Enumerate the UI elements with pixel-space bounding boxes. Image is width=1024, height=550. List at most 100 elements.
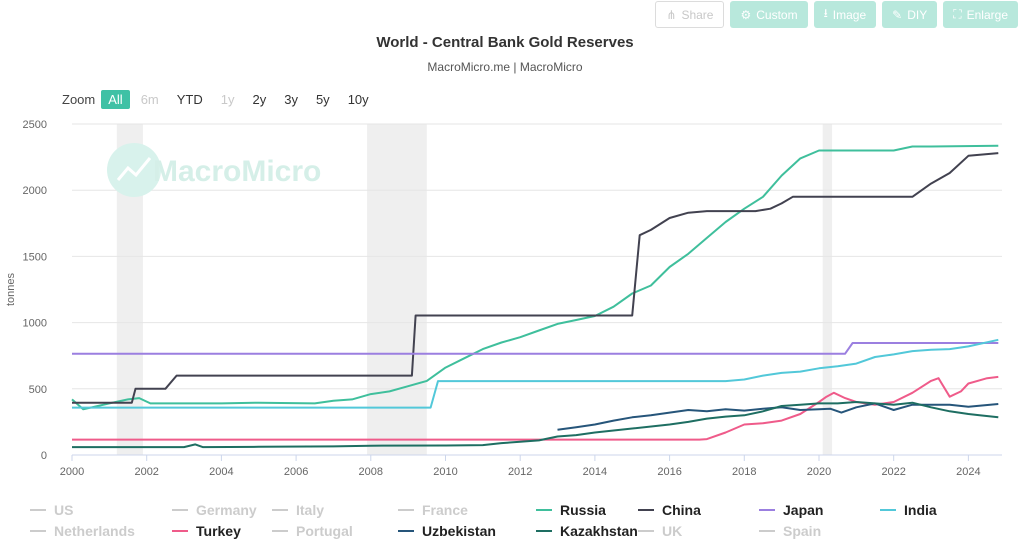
legend-swatch bbox=[172, 509, 188, 511]
legend-label: India bbox=[904, 502, 937, 518]
zoom-button-5y[interactable]: 5y bbox=[315, 92, 330, 107]
zoom-button-ytd[interactable]: YTD bbox=[176, 92, 203, 107]
image-button[interactable]: ⭳ Image bbox=[813, 1, 877, 28]
legend-label: US bbox=[54, 502, 74, 518]
legend-label: Kazakhstan bbox=[560, 523, 638, 539]
legend-label: Russia bbox=[560, 502, 606, 518]
zoom-button-10y[interactable]: 10y bbox=[347, 92, 369, 107]
gear-icon: ⚙ bbox=[740, 7, 752, 22]
legend-label: Spain bbox=[783, 523, 822, 539]
legend-item-spain[interactable]: Spain bbox=[759, 523, 821, 539]
series-line-india[interactable] bbox=[72, 338, 999, 409]
zoom-label: Zoom bbox=[62, 92, 96, 107]
legend-swatch bbox=[759, 530, 775, 532]
pencil-icon: ✎ bbox=[892, 7, 903, 22]
y-tick-label: 1000 bbox=[23, 318, 47, 330]
legend-label: France bbox=[422, 502, 468, 518]
legend-swatch bbox=[536, 509, 552, 511]
series-line-kazakhstan[interactable] bbox=[72, 401, 999, 449]
enlarge-button[interactable]: ⛶ Enlarge bbox=[943, 1, 1018, 28]
series-line-china[interactable] bbox=[72, 152, 999, 404]
x-tick-label: 2002 bbox=[134, 466, 158, 478]
x-tick-label: 2020 bbox=[807, 466, 831, 478]
y-tick-label: 2500 bbox=[23, 119, 47, 131]
x-tick-label: 2012 bbox=[508, 466, 532, 478]
zoom-button-1y: 1y bbox=[220, 92, 235, 107]
legend-label: Netherlands bbox=[54, 523, 135, 539]
zoom-button-3y[interactable]: 3y bbox=[284, 92, 298, 107]
legend-item-netherlands[interactable]: Netherlands bbox=[30, 523, 135, 539]
watermark-logo-icon bbox=[107, 143, 161, 197]
legend-item-italy[interactable]: Italy bbox=[272, 502, 324, 518]
legend-item-china[interactable]: China bbox=[638, 502, 701, 518]
series-line-uzbekistan[interactable] bbox=[557, 402, 999, 431]
watermark-text: MacroMicro bbox=[153, 155, 321, 188]
legend-swatch bbox=[536, 530, 552, 532]
legend-label: China bbox=[662, 502, 701, 518]
y-tick-label: 500 bbox=[29, 384, 47, 396]
legend-label: Italy bbox=[296, 502, 325, 518]
legend-label: Uzbekistan bbox=[422, 523, 496, 539]
legend-swatch bbox=[638, 509, 654, 511]
toolbar-button-label: Share bbox=[681, 7, 714, 22]
x-tick-label: 2024 bbox=[956, 466, 980, 478]
legend-item-russia[interactable]: Russia bbox=[536, 502, 606, 518]
recession-band bbox=[822, 124, 833, 455]
legend-swatch bbox=[759, 509, 775, 511]
zoom-selector: Zoom All 6m YTD 1y 2y 3y 5y 10y bbox=[62, 90, 380, 109]
series-line-japan[interactable] bbox=[72, 342, 999, 355]
legend-label: UK bbox=[662, 523, 683, 539]
share-icon: ⋔ bbox=[666, 7, 677, 22]
legend-label: Japan bbox=[783, 502, 824, 518]
x-tick-label: 2010 bbox=[433, 466, 457, 478]
chart-toolbar: ⋔ Share ⚙ Custom ⭳ Image ✎ DIY ⛶ Enlarge bbox=[655, 1, 1018, 28]
legend-item-turkey[interactable]: Turkey bbox=[172, 523, 241, 539]
y-tick-label: 0 bbox=[41, 450, 47, 462]
series-line-russia[interactable] bbox=[71, 144, 999, 411]
legend-label: Turkey bbox=[196, 523, 241, 539]
legend-item-france[interactable]: France bbox=[398, 502, 468, 518]
legend-swatch bbox=[880, 509, 896, 511]
x-tick-label: 2008 bbox=[359, 466, 383, 478]
watermark-chart-icon bbox=[116, 157, 152, 181]
x-tick-label: 2016 bbox=[657, 466, 681, 478]
legend-item-india[interactable]: India bbox=[880, 502, 937, 518]
legend-label: Portugal bbox=[296, 523, 353, 539]
y-tick-label: 1500 bbox=[23, 251, 47, 263]
legend-swatch bbox=[398, 530, 414, 532]
y-axis-label: tonnes bbox=[5, 272, 17, 306]
diy-button[interactable]: ✎ DIY bbox=[882, 1, 938, 28]
chart-title: World - Central Bank Gold Reserves bbox=[376, 34, 634, 51]
legend-item-portugal[interactable]: Portugal bbox=[272, 523, 353, 539]
chart-subtitle: MacroMicro.me | MacroMicro bbox=[427, 60, 583, 74]
legend-swatch bbox=[398, 509, 414, 511]
legend-item-kazakhstan[interactable]: Kazakhstan bbox=[536, 523, 638, 539]
legend-item-germany[interactable]: Germany bbox=[172, 502, 257, 518]
zoom-button-all[interactable]: All bbox=[101, 90, 130, 109]
custom-button[interactable]: ⚙ Custom bbox=[730, 1, 808, 28]
legend-swatch bbox=[272, 509, 288, 511]
recession-band bbox=[367, 124, 427, 455]
legend-swatch bbox=[30, 530, 46, 532]
legend-item-uk[interactable]: UK bbox=[638, 523, 682, 539]
x-tick-label: 2018 bbox=[732, 466, 756, 478]
y-tick-label: 2000 bbox=[23, 185, 47, 197]
legend-item-uzbekistan[interactable]: Uzbekistan bbox=[398, 523, 496, 539]
toolbar-button-label: DIY bbox=[907, 7, 928, 22]
x-tick-label: 2022 bbox=[881, 466, 905, 478]
download-icon: ⭳ bbox=[823, 6, 828, 20]
legend-swatch bbox=[638, 530, 654, 532]
legend-swatch bbox=[272, 530, 288, 532]
toolbar-button-label: Enlarge bbox=[966, 7, 1008, 22]
legend-swatch bbox=[30, 509, 46, 511]
toolbar-button-label: Custom bbox=[756, 7, 798, 22]
legend-item-japan[interactable]: Japan bbox=[759, 502, 823, 518]
share-button[interactable]: ⋔ Share bbox=[655, 1, 725, 28]
x-tick-label: 2014 bbox=[583, 466, 607, 478]
legend-label: Germany bbox=[196, 502, 257, 518]
legend-item-us[interactable]: US bbox=[30, 502, 73, 518]
line-chart: MacroMicro 0 500 1000 1500 2000 2500 2000 2002 2… bbox=[5, 119, 1002, 478]
zoom-button-2y[interactable]: 2y bbox=[252, 92, 267, 107]
series-line-turkey[interactable] bbox=[72, 375, 999, 441]
zoom-button-6m: 6m bbox=[140, 92, 159, 107]
